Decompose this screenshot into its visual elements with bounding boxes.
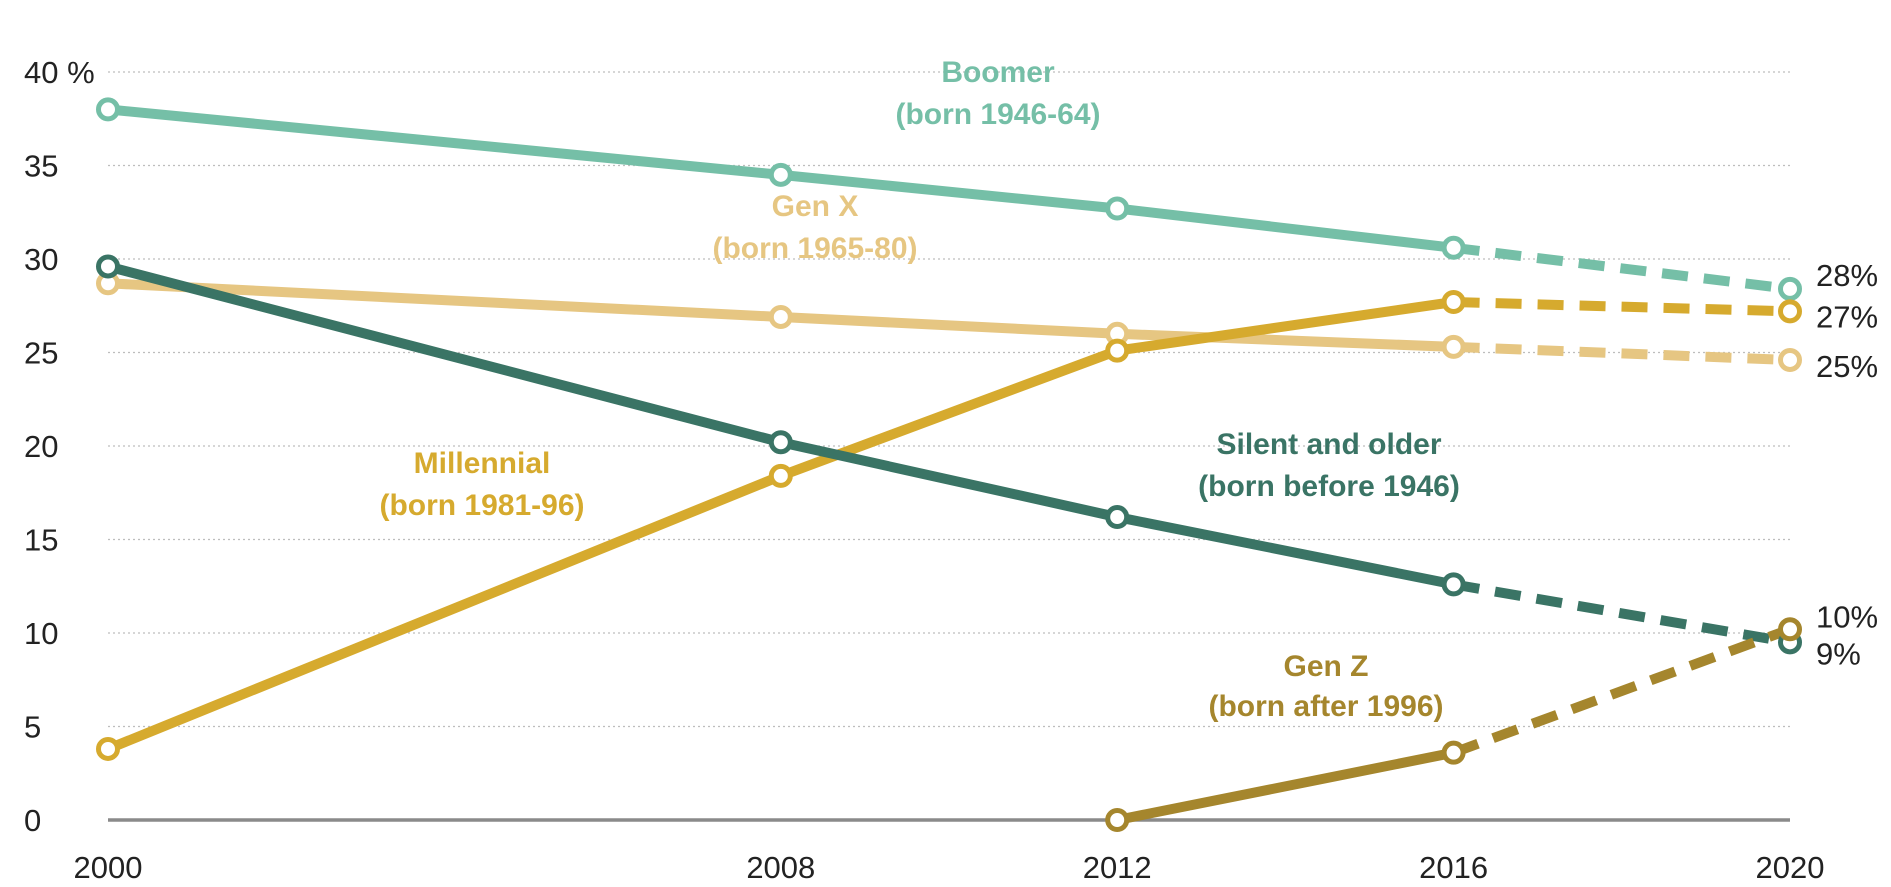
y-tick-label: 0: [24, 803, 41, 838]
series-label-born: (born 1965-80): [712, 232, 917, 265]
data-point-1-2008: [768, 304, 793, 329]
series-line-dashed-1: [1453, 341, 1791, 365]
x-tick-label: 2012: [1083, 850, 1152, 885]
y-tick-label: 40 %: [24, 55, 95, 90]
end-value-label: 10%: [1816, 599, 1878, 634]
y-tick-label: 25: [24, 336, 58, 371]
data-point-4-2020: [1778, 617, 1802, 642]
data-point-1-2020: [1778, 347, 1802, 372]
data-point-3-2000: [96, 254, 120, 279]
data-point-2-2016: [1441, 290, 1466, 315]
series-label-name: Silent and older: [1216, 428, 1441, 461]
series-line-solid-3: [103, 261, 1459, 590]
series-line-solid-4: [1112, 747, 1459, 825]
series-label-name: Boomer: [941, 56, 1055, 89]
data-point-4-2012: [1105, 808, 1130, 832]
data-point-0-2020: [1778, 276, 1802, 301]
data-point-2-2012: [1105, 338, 1130, 363]
data-point-4-2016: [1441, 740, 1466, 765]
series-line-solid-1: [103, 278, 1459, 352]
end-value-label: 27%: [1816, 299, 1878, 334]
series-line-dashed-0: [1452, 242, 1791, 294]
series-label-born: (born 1946-64): [895, 98, 1100, 131]
series-line-dashed-2: [1453, 297, 1791, 317]
end-value-label: 28%: [1816, 258, 1878, 293]
y-tick-label: 5: [24, 710, 41, 745]
data-point-2-2008: [768, 463, 793, 488]
series-line-solid-0: [103, 104, 1459, 253]
y-tick-label: 10: [24, 616, 58, 651]
data-point-3-2008: [768, 430, 793, 455]
series-label-born: (born 1981-96): [379, 489, 584, 522]
series-label-born: (born before 1946): [1198, 470, 1460, 503]
x-tick-label: 2020: [1756, 850, 1825, 885]
data-point-3-2016: [1441, 572, 1466, 597]
x-tick-label: 2008: [746, 850, 815, 885]
data-point-2-2020: [1778, 299, 1802, 324]
data-point-0-2012: [1105, 196, 1130, 221]
y-tick-label: 20: [24, 429, 58, 464]
data-point-0-2008: [768, 162, 793, 187]
series-label-name: Gen X: [772, 190, 859, 223]
y-tick-label: 15: [24, 523, 58, 558]
data-point-0-2016: [1441, 235, 1466, 260]
data-point-2-2000: [96, 736, 120, 761]
series-label-born: (born after 1996): [1208, 690, 1443, 723]
series-line-dashed-4: [1451, 624, 1792, 758]
x-tick-label: 2016: [1419, 850, 1488, 885]
y-tick-label: 35: [24, 149, 58, 184]
series-line-dashed-3: [1452, 579, 1791, 648]
y-tick-label: 30: [24, 242, 58, 277]
x-tick-label: 2000: [74, 850, 143, 885]
series-label-name: Gen Z: [1283, 650, 1368, 683]
end-value-label: 9%: [1816, 636, 1861, 671]
data-point-3-2012: [1105, 505, 1130, 530]
data-point-0-2000: [96, 97, 120, 122]
data-point-1-2016: [1441, 334, 1466, 359]
series-label-name: Millennial: [414, 447, 551, 480]
end-value-label: 25%: [1816, 349, 1878, 384]
series-line-solid-2: [103, 297, 1459, 754]
